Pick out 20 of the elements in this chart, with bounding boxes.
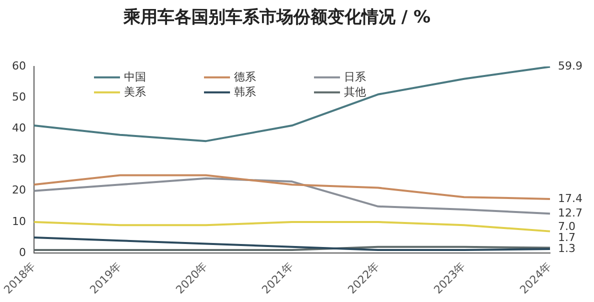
- data-label: 12.7: [558, 206, 582, 220]
- data-label: 1.3: [558, 242, 576, 255]
- data-label: 59.9: [558, 60, 582, 73]
- data-label: 1.7: [558, 230, 576, 244]
- y-tick-label: 0: [18, 246, 26, 259]
- y-tick-label: 30: [12, 152, 26, 166]
- data-label: 7.0: [558, 220, 576, 233]
- y-tick-label: 20: [12, 184, 26, 197]
- y-tick-label: 40: [12, 121, 26, 134]
- y-tick-label: 60: [12, 59, 26, 72]
- legend-label: 德系: [234, 70, 256, 84]
- legend-label: 美系: [124, 85, 146, 98]
- chart-title: 乘用车各国别车系市场份额变化情况 / %: [122, 8, 431, 28]
- legend-label: 其他: [344, 85, 366, 98]
- y-tick-label: 50: [12, 90, 26, 104]
- data-label: 17.4: [558, 192, 582, 205]
- legend-label: 韩系: [234, 85, 256, 98]
- y-tick-label: 10: [12, 214, 26, 228]
- legend-label: 日系: [344, 70, 366, 84]
- legend-label: 中国: [124, 70, 146, 84]
